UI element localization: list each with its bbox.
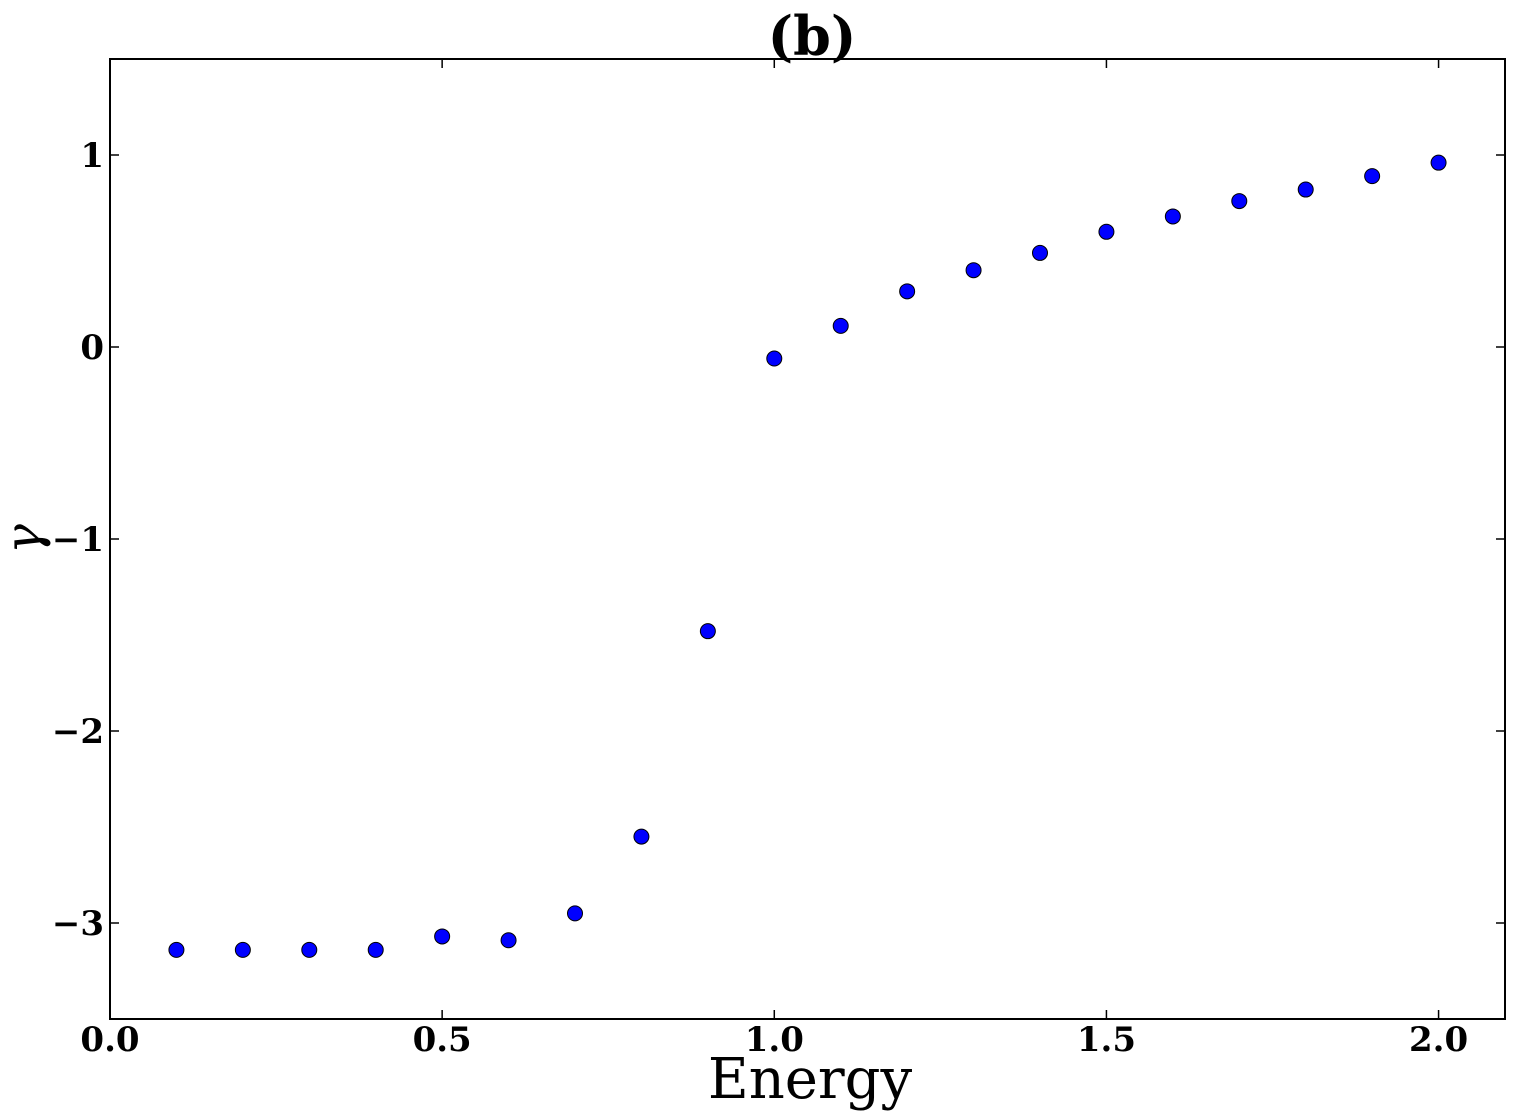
data-point	[832, 317, 849, 334]
data-point	[699, 623, 716, 640]
x-axis-label: Energy	[708, 1047, 913, 1112]
data-point	[899, 283, 916, 300]
x-tick-labels: 0.0 0.5 1.0 1.5 2.0	[80, 1020, 1468, 1060]
data-points	[168, 154, 1447, 958]
data-point	[434, 928, 451, 945]
data-point	[500, 932, 517, 949]
y-tick-label: −3	[52, 904, 104, 944]
data-point	[1164, 208, 1181, 225]
x-tick-label: 1.0	[745, 1020, 804, 1060]
data-point	[1297, 181, 1314, 198]
data-point	[301, 941, 318, 958]
y-tick-label: 0	[80, 328, 104, 368]
data-point	[633, 828, 650, 845]
x-tick-label: 1.5	[1077, 1020, 1136, 1060]
plot-frame	[109, 58, 1506, 1020]
y-tick-labels: −3 −2 −1 0 1	[52, 136, 104, 944]
data-point	[766, 350, 783, 367]
x-tick-label: 2.0	[1409, 1020, 1468, 1060]
data-point	[567, 905, 583, 922]
chart-title: (b)	[768, 4, 857, 68]
x-tick-label: 0.5	[413, 1020, 472, 1060]
data-point	[1430, 154, 1447, 171]
data-point	[168, 941, 185, 958]
y-tick-label: −1	[52, 520, 104, 560]
y-tick-label: −2	[52, 712, 104, 752]
axis-ticks	[109, 59, 1505, 1019]
y-tick-label: 1	[80, 136, 104, 176]
data-point	[1032, 244, 1048, 261]
x-tick-label: 0.0	[80, 1020, 139, 1060]
data-point	[234, 941, 251, 958]
data-point	[1364, 168, 1381, 185]
data-point	[1231, 193, 1248, 210]
y-axis-label: γ	[0, 524, 52, 554]
data-point	[965, 262, 982, 279]
data-point	[367, 941, 384, 958]
data-point	[1098, 223, 1115, 240]
